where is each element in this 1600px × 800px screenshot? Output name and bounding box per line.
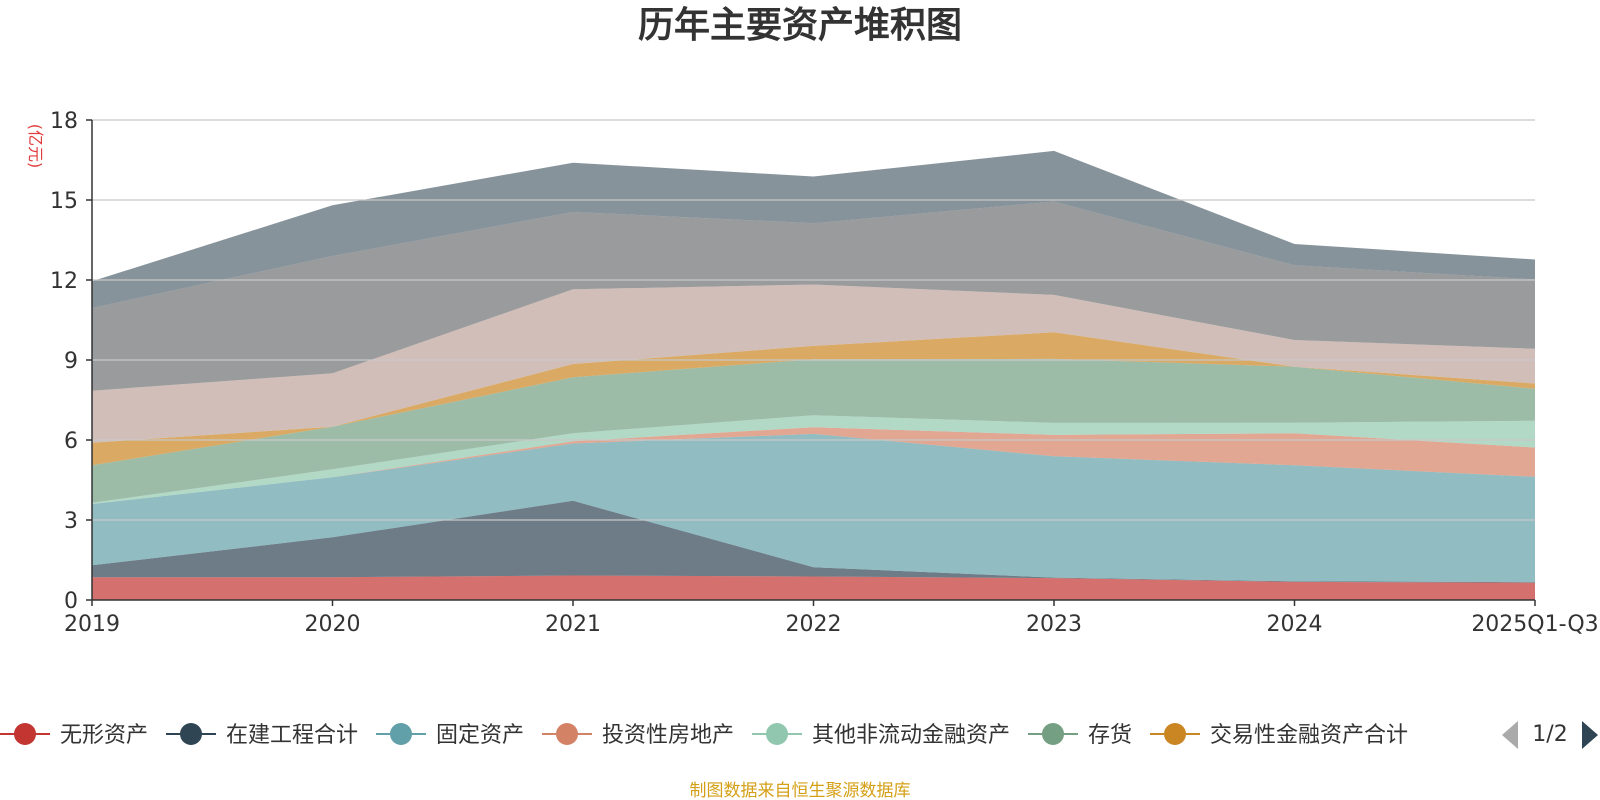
y-tick-label-2: 6 [64,429,78,454]
y-axis-unit-label: (亿元) [26,124,45,169]
legend-label: 在建工程合计 [226,723,358,748]
x-tick-label-2: 2021 [545,612,601,637]
x-tick-label-4: 2023 [1026,612,1082,637]
data-source-note: 制图数据来自恒生聚源数据库 [690,781,911,800]
legend-item-2[interactable]: 固定资产 [376,723,524,748]
x-tick-label-1: 2020 [305,612,361,637]
legend-item-1[interactable]: 在建工程合计 [166,723,358,748]
grid-layer [92,119,1535,521]
area-series-9 [92,150,1535,308]
legend-marker [390,723,412,745]
chart-title: 历年主要资产堆积图 [638,5,962,46]
legend-label: 存货 [1088,723,1132,748]
legend-page-indicator: 1/2 [1532,722,1567,747]
legend-next-page-icon[interactable] [1582,721,1598,749]
x-tick-label-5: 2024 [1267,612,1323,637]
legend-label: 交易性金融资产合计 [1210,723,1408,748]
legend-marker [766,723,788,745]
legend-item-0[interactable]: 无形资产 [0,723,148,748]
area-series-2 [92,433,1535,583]
y-tick-label-1: 3 [64,509,78,534]
legend-marker [14,723,36,745]
area-layer [92,150,1535,600]
axes-layer: 0 3 6 9 12 15 18 2019 2020 2021 2022 2023 2024 2025Q1… [50,109,1599,637]
legend-label: 无形资产 [60,723,148,748]
y-tick-label-4: 12 [50,269,78,294]
area-series-3 [92,427,1535,504]
area-series-7 [92,284,1535,443]
legend-marker [1042,723,1064,745]
legend-item-5[interactable]: 存货 [1028,723,1132,748]
x-tick-label-3: 2022 [786,612,842,637]
area-series-6 [92,332,1535,466]
legend-label: 其他非流动金融资产 [812,723,1010,748]
legend-item-3[interactable]: 投资性房地产 [542,723,734,748]
y-tick-label-0: 0 [64,589,78,614]
legend-prev-page-icon[interactable] [1502,721,1518,749]
legend-marker [556,723,578,745]
legend-item-6[interactable]: 交易性金融资产合计 [1150,723,1408,748]
legend-label: 固定资产 [436,723,524,748]
legend-marker [1164,723,1186,745]
y-tick-label-5: 15 [50,189,78,214]
area-series-5 [92,358,1535,503]
area-series-0 [92,575,1535,600]
legend-label: 投资性房地产 [602,723,734,748]
legend-marker [180,723,202,745]
x-tick-label-0: 2019 [64,612,120,637]
area-series-8 [92,201,1535,391]
area-series-1 [92,500,1535,583]
legend-item-4[interactable]: 其他非流动金融资产 [752,723,1010,748]
legend: 无形资产 在建工程合计 固定资产 投资性房地产 其他非流动金融资产 存货 交易性金融资产合计… [0,721,1598,749]
legend-pager: 1/2 [1502,721,1598,749]
y-tick-label-6: 18 [50,109,78,134]
y-tick-label-3: 9 [64,349,78,374]
area-series-4 [92,415,1535,504]
x-tick-label-6: 2025Q1-Q3 [1471,612,1598,637]
